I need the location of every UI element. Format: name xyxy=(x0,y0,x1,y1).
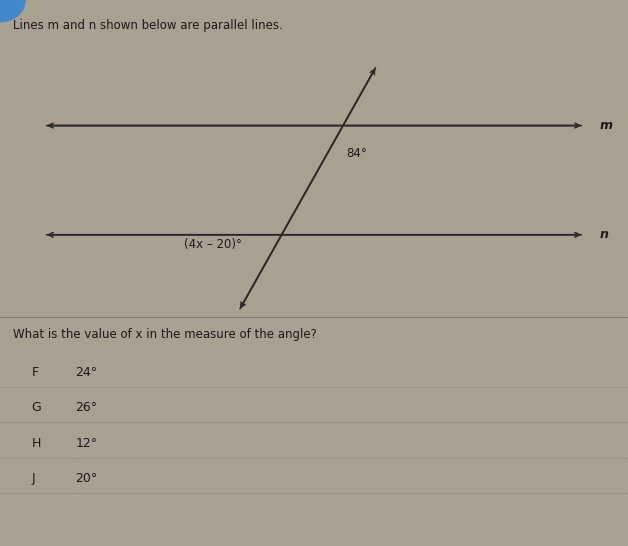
Text: n: n xyxy=(600,228,609,241)
Text: F: F xyxy=(31,366,38,379)
Text: Lines m and n shown below are parallel lines.: Lines m and n shown below are parallel l… xyxy=(13,19,283,32)
Text: 26°: 26° xyxy=(75,401,97,414)
Circle shape xyxy=(0,0,25,22)
Text: H: H xyxy=(31,437,41,450)
Text: 12°: 12° xyxy=(75,437,97,450)
Text: m: m xyxy=(600,119,613,132)
Text: 20°: 20° xyxy=(75,472,97,485)
Text: 24°: 24° xyxy=(75,366,97,379)
Text: What is the value of x in the measure of the angle?: What is the value of x in the measure of… xyxy=(13,328,317,341)
Text: 84°: 84° xyxy=(346,147,367,161)
Text: G: G xyxy=(31,401,41,414)
Text: (4x – 20)°: (4x – 20)° xyxy=(184,238,242,251)
Text: J: J xyxy=(31,472,35,485)
